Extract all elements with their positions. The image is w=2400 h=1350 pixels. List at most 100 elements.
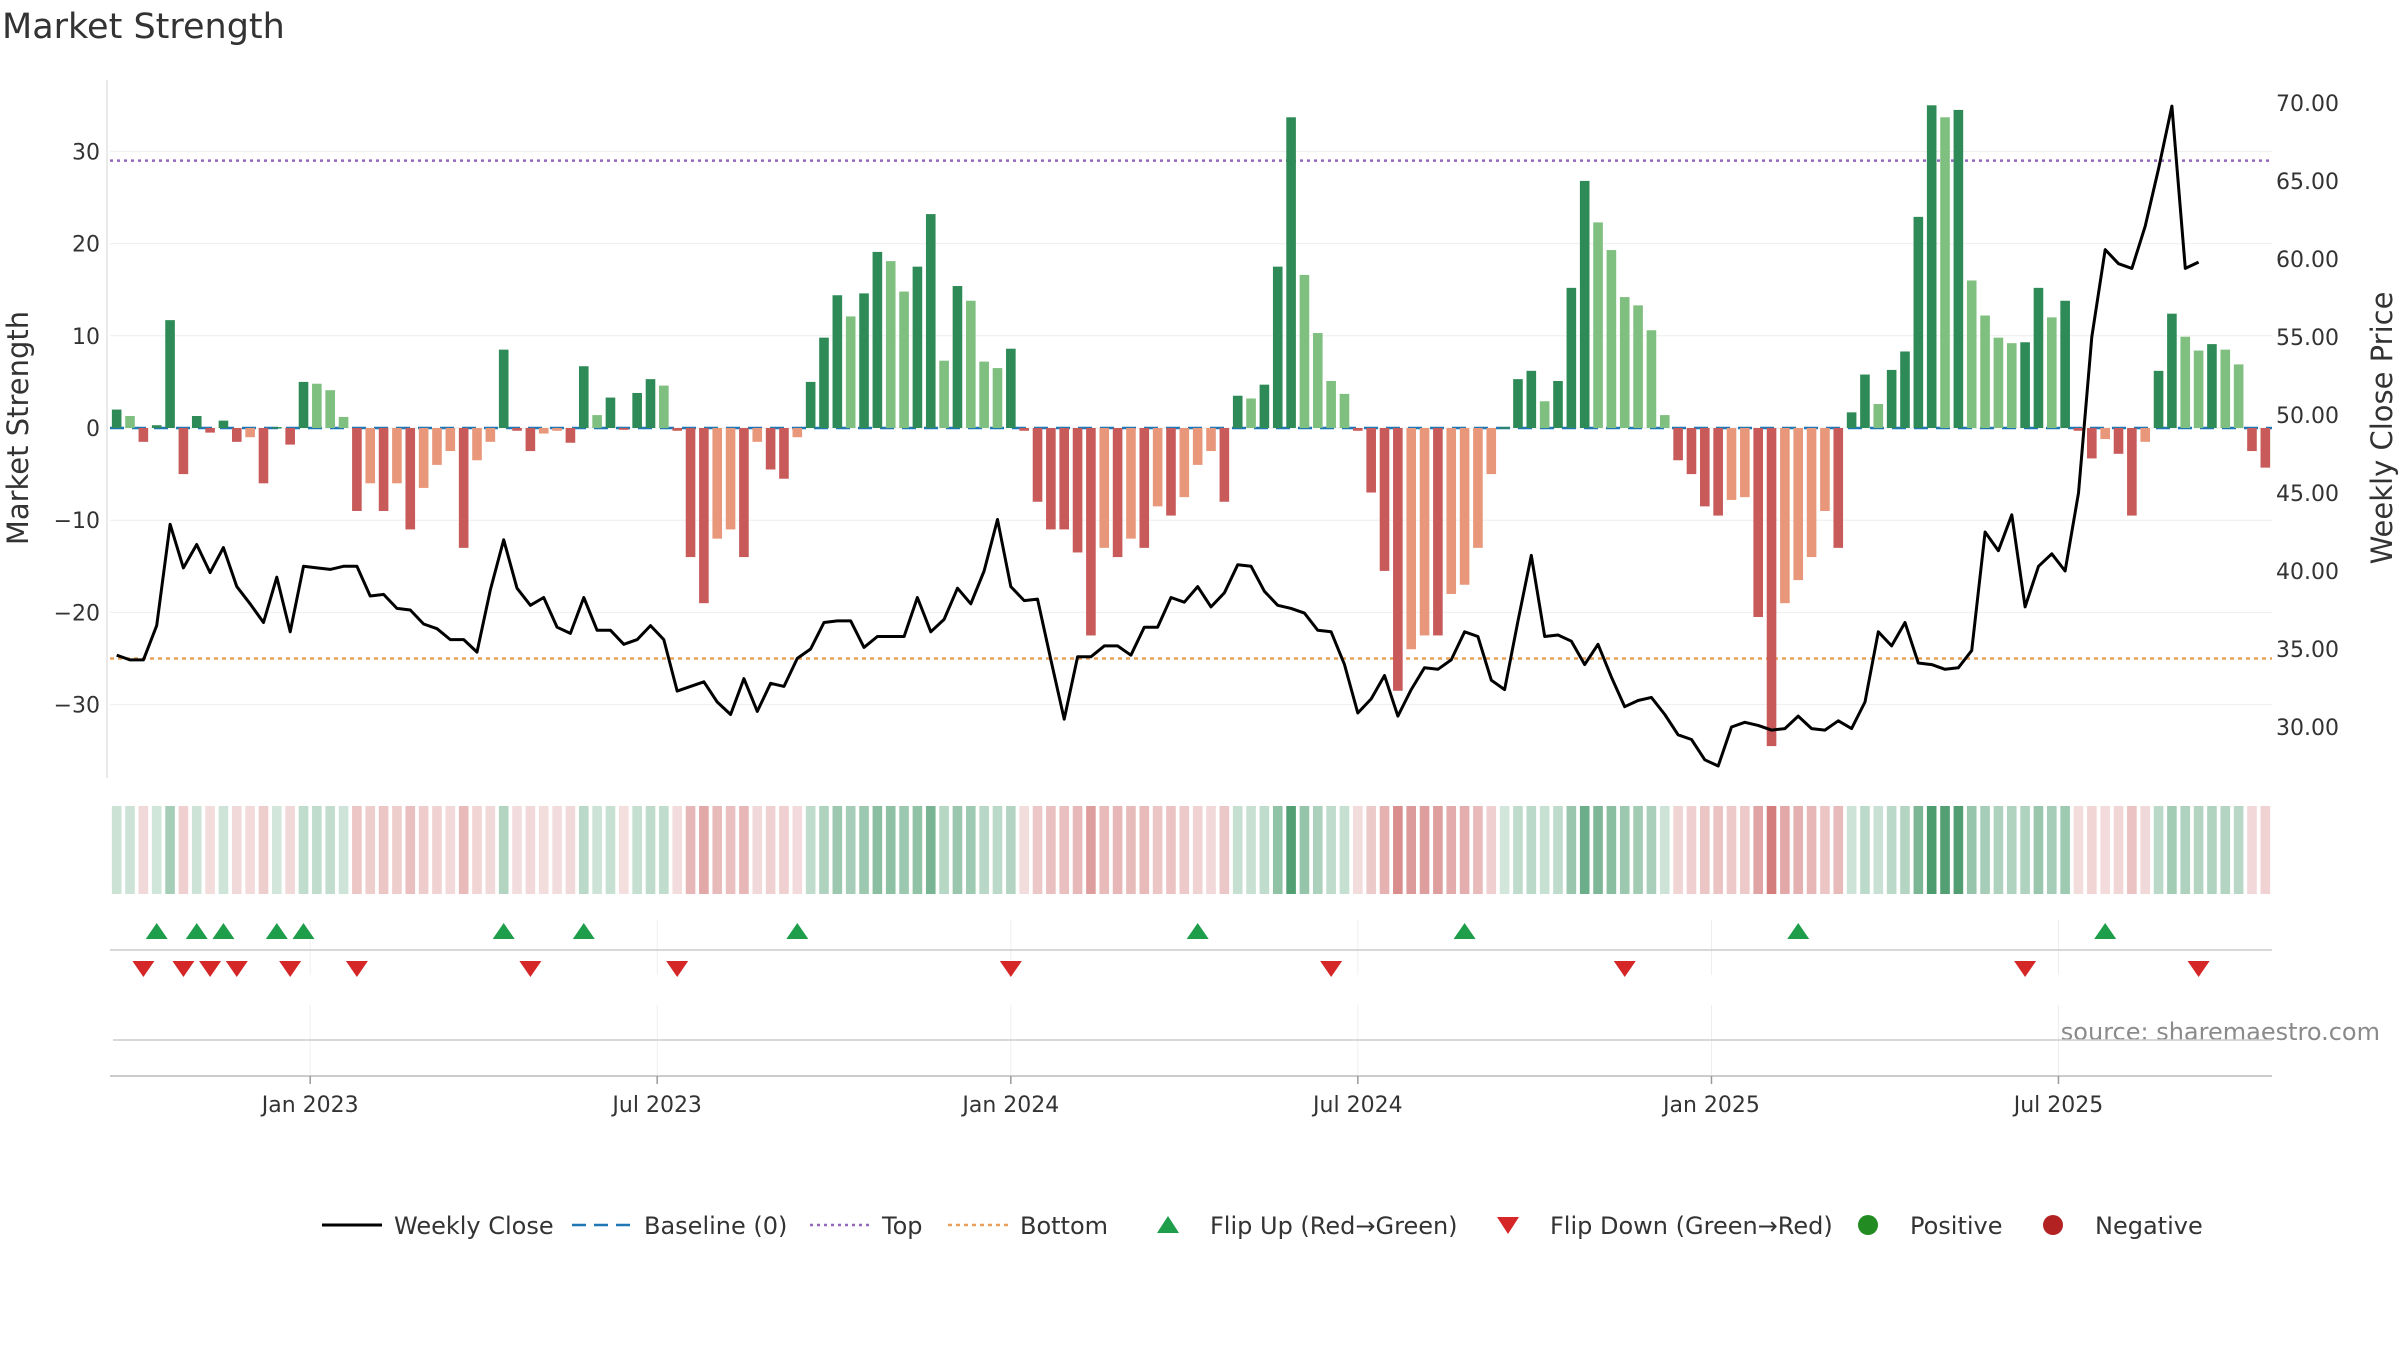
left-axis-title: Market Strength <box>1 311 35 545</box>
heat-cell <box>1993 806 2004 894</box>
strength-bar <box>1046 428 1056 530</box>
x-tick-label: Jul 2023 <box>610 1093 702 1118</box>
legend-swatch-flip-up <box>1157 1216 1179 1233</box>
heat-cell <box>1419 806 1430 894</box>
strength-bar <box>1486 428 1497 475</box>
heat-cell <box>1032 806 1043 894</box>
strength-bar <box>1446 428 1457 594</box>
heat-cell <box>418 806 429 894</box>
strength-bar <box>1152 428 1163 507</box>
strength-bar <box>1940 117 1950 428</box>
heat-cell <box>352 806 362 894</box>
heat-cell <box>498 806 509 894</box>
strength-bar <box>672 428 682 431</box>
heat-cell <box>472 806 482 894</box>
flip-up-marker <box>1453 923 1476 939</box>
strength-bar <box>2233 364 2244 428</box>
strength-bar <box>2140 428 2151 442</box>
legend-label: Weekly Close <box>394 1212 554 1240</box>
heat-cell <box>819 806 829 894</box>
strength-bar <box>1740 428 1750 498</box>
strength-bar <box>859 293 869 428</box>
heat-cell <box>485 806 496 894</box>
heat-cell <box>1659 806 1670 894</box>
strength-bar <box>2087 428 2097 459</box>
strength-bar <box>1659 415 1670 428</box>
heat-cell <box>2140 806 2151 894</box>
heat-cell <box>1833 806 1844 894</box>
strength-bar <box>285 428 295 445</box>
strength-bar <box>765 428 776 470</box>
heat-cell <box>1379 806 1390 894</box>
strength-bar <box>2100 428 2110 440</box>
heat-cell <box>205 806 215 894</box>
x-axis: Jan 2023 Jul 2023 Jan 2024 Jul 2024 Jan 2025… <box>110 1039 2272 1118</box>
heat-cell <box>392 806 402 894</box>
heat-cell <box>1940 806 1950 894</box>
heat-cell <box>165 806 175 894</box>
heat-cell <box>1606 806 1617 894</box>
source-label: source: sharemaestro.com <box>2061 1018 2380 1046</box>
heat-cell <box>1246 806 1256 894</box>
heat-cell <box>178 806 189 894</box>
heat-cell <box>191 806 202 894</box>
strength-bar <box>1219 428 1230 502</box>
strength-bar <box>1059 428 1070 530</box>
strength-bar <box>338 416 349 428</box>
flip-up-marker <box>572 923 595 939</box>
heat-cell <box>1312 806 1323 894</box>
strength-bar <box>845 316 856 428</box>
strength-bar <box>1619 297 1630 428</box>
heat-cell <box>231 806 242 894</box>
heat-cell <box>1766 806 1777 894</box>
strength-bar <box>1206 428 1216 452</box>
heat-cell <box>725 806 736 894</box>
strength-bar <box>1032 428 1043 502</box>
left-tick-label: 20 <box>72 233 100 258</box>
strength-bar <box>1833 428 1844 548</box>
heat-cell <box>1232 806 1243 894</box>
heat-cell <box>1526 806 1537 894</box>
heat-cell <box>2207 806 2217 894</box>
heat-cell <box>1272 806 1283 894</box>
strength-bar <box>1633 305 1643 428</box>
strength-bar <box>1246 398 1256 428</box>
heat-cell <box>1499 806 1510 894</box>
heat-cell <box>1139 806 1150 894</box>
strength-bar <box>1366 428 1376 493</box>
heat-cell <box>1046 806 1056 894</box>
heat-cell <box>151 806 162 894</box>
flip-up-marker <box>1186 923 1209 939</box>
strength-bar <box>1139 428 1150 548</box>
strength-bar <box>1753 428 1763 618</box>
heat-cell <box>538 806 549 894</box>
strength-bar <box>1806 428 1817 558</box>
heat-cell <box>1459 806 1470 894</box>
strength-bar <box>1593 222 1603 428</box>
heat-cell <box>1126 806 1136 894</box>
strength-bar <box>1433 428 1443 636</box>
heat-cell <box>2193 806 2204 894</box>
heat-cell <box>1366 806 1376 894</box>
legend-label: Positive <box>1910 1212 2003 1240</box>
heat-cell <box>445 806 456 894</box>
strength-bar <box>1673 428 1683 461</box>
heat-cell <box>632 806 642 894</box>
heat-cell <box>672 806 682 894</box>
weekly-close-path <box>116 104 2200 768</box>
heat-cell <box>1326 806 1336 894</box>
strength-bar <box>2220 349 2231 428</box>
strength-bar <box>2193 350 2204 428</box>
heat-cell <box>779 806 789 894</box>
strength-bar <box>1099 428 1110 548</box>
heat-cell <box>2060 806 2070 894</box>
heat-cell <box>2260 806 2271 894</box>
strength-bar <box>939 360 949 428</box>
right-tick-label: 65.00 <box>2276 170 2339 195</box>
left-tick-label: 30 <box>72 140 100 165</box>
heat-cell <box>1593 806 1603 894</box>
axis-ticks: 30 20 10 0 −10 −20 −30 70.00 65.00 60.00 55.00 50.0… <box>54 92 2339 741</box>
strength-bar <box>1726 428 1737 500</box>
flip-down-marker <box>1320 961 1343 977</box>
heat-cell <box>1192 806 1203 894</box>
